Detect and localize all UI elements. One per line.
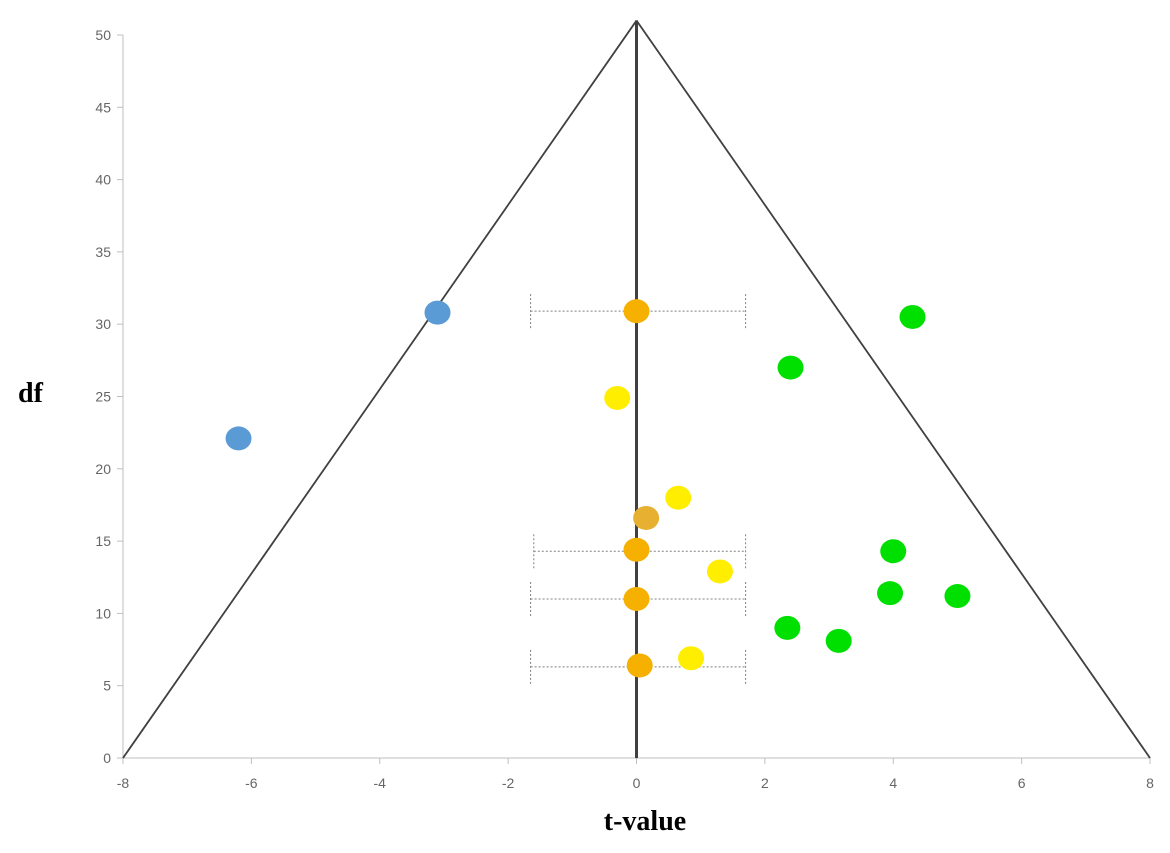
data-point bbox=[225, 426, 252, 451]
axes bbox=[117, 34, 1151, 764]
x-tick-label: 4 bbox=[889, 775, 897, 791]
data-point bbox=[899, 304, 926, 329]
y-tick-label: 40 bbox=[95, 172, 111, 188]
data-point bbox=[623, 586, 650, 611]
data-point bbox=[944, 584, 971, 609]
data-points bbox=[225, 299, 971, 678]
data-point bbox=[774, 615, 801, 640]
data-point bbox=[678, 646, 705, 671]
x-axis-title: t-value bbox=[604, 806, 686, 837]
data-point bbox=[623, 537, 650, 562]
y-tick-label: 45 bbox=[95, 99, 111, 115]
y-tick-label: 10 bbox=[95, 605, 111, 621]
x-tick-label: -8 bbox=[117, 775, 130, 791]
funnel-lines bbox=[122, 20, 1151, 759]
y-tick-label: 15 bbox=[95, 533, 111, 549]
data-point bbox=[825, 628, 852, 653]
y-tick-label: 35 bbox=[95, 244, 111, 260]
x-tick-label: 6 bbox=[1018, 775, 1026, 791]
y-tick-label: 50 bbox=[95, 27, 111, 43]
data-point bbox=[623, 299, 650, 324]
y-tick-label: 30 bbox=[95, 316, 111, 332]
error-bars bbox=[530, 294, 747, 684]
y-tick-label: 0 bbox=[103, 750, 111, 766]
data-point bbox=[626, 653, 653, 678]
funnel-left-line bbox=[122, 20, 638, 759]
x-tick-label: 0 bbox=[633, 775, 641, 791]
y-tick-label: 5 bbox=[103, 678, 111, 694]
data-point bbox=[880, 539, 907, 564]
data-point bbox=[665, 485, 692, 510]
funnel-right-line bbox=[635, 20, 1151, 759]
x-tick-label: 2 bbox=[761, 775, 769, 791]
data-point bbox=[633, 505, 660, 530]
x-tick-label: -4 bbox=[374, 775, 387, 791]
data-point bbox=[706, 559, 733, 584]
tick-labels: 0 5 10 15 20 25 30 35 40 45 50 -8 -6 -4 -2 0 2 4 6 8 bbox=[95, 27, 1154, 791]
data-point bbox=[877, 581, 904, 606]
y-tick-label: 25 bbox=[95, 389, 111, 405]
data-point bbox=[604, 385, 631, 410]
x-tick-label: 8 bbox=[1146, 775, 1154, 791]
data-point bbox=[777, 355, 804, 380]
x-tick-label: -6 bbox=[245, 775, 258, 791]
x-tick-label: -2 bbox=[502, 775, 515, 791]
y-axis-title: df bbox=[18, 378, 44, 409]
data-point bbox=[424, 300, 451, 325]
y-tick-label: 20 bbox=[95, 461, 111, 477]
